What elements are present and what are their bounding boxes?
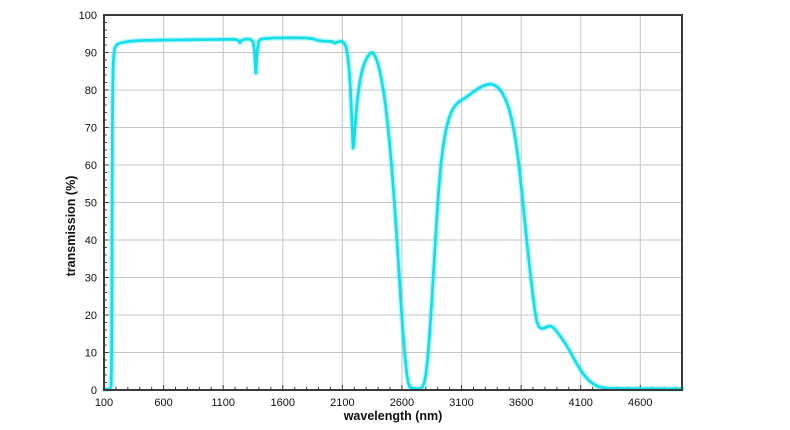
y-tick-label: 70	[85, 123, 97, 135]
x-tick-label: 2100	[330, 397, 354, 409]
x-tick-label: 100	[95, 397, 113, 409]
x-tick-label: 4100	[568, 397, 592, 409]
y-tick-label: 90	[85, 48, 97, 60]
y-tick-label: 50	[85, 198, 97, 210]
y-tick-label: 30	[85, 273, 97, 285]
plot-border	[103, 14, 683, 391]
x-tick-label: 1100	[211, 397, 235, 409]
y-tick-label: 0	[91, 385, 97, 397]
y-axis-title: transmission (%)	[64, 175, 78, 277]
curve-halo	[102, 35, 685, 392]
x-tick-label: 600	[154, 397, 172, 409]
curve-line	[103, 36, 684, 391]
y-tick-label: 10	[85, 348, 97, 360]
x-axis-title: wavelength (nm)	[343, 409, 443, 423]
y-tick-label: 80	[85, 85, 97, 97]
transmission-curve	[102, 35, 685, 392]
x-tick-label: 2600	[390, 397, 414, 409]
tick-labels: 100 600 1100 1600 2100 2600 3100 3600 4100 460001…	[79, 10, 653, 409]
y-tick-label: 100	[79, 10, 97, 22]
x-tick-label: 3100	[449, 397, 473, 409]
y-tick-label: 40	[85, 235, 97, 247]
x-tick-label: 3600	[509, 397, 533, 409]
y-tick-label: 20	[85, 310, 97, 322]
x-tick-label: 1600	[271, 397, 295, 409]
x-tick-label: 4600	[628, 397, 652, 409]
y-tick-label: 60	[85, 160, 97, 172]
